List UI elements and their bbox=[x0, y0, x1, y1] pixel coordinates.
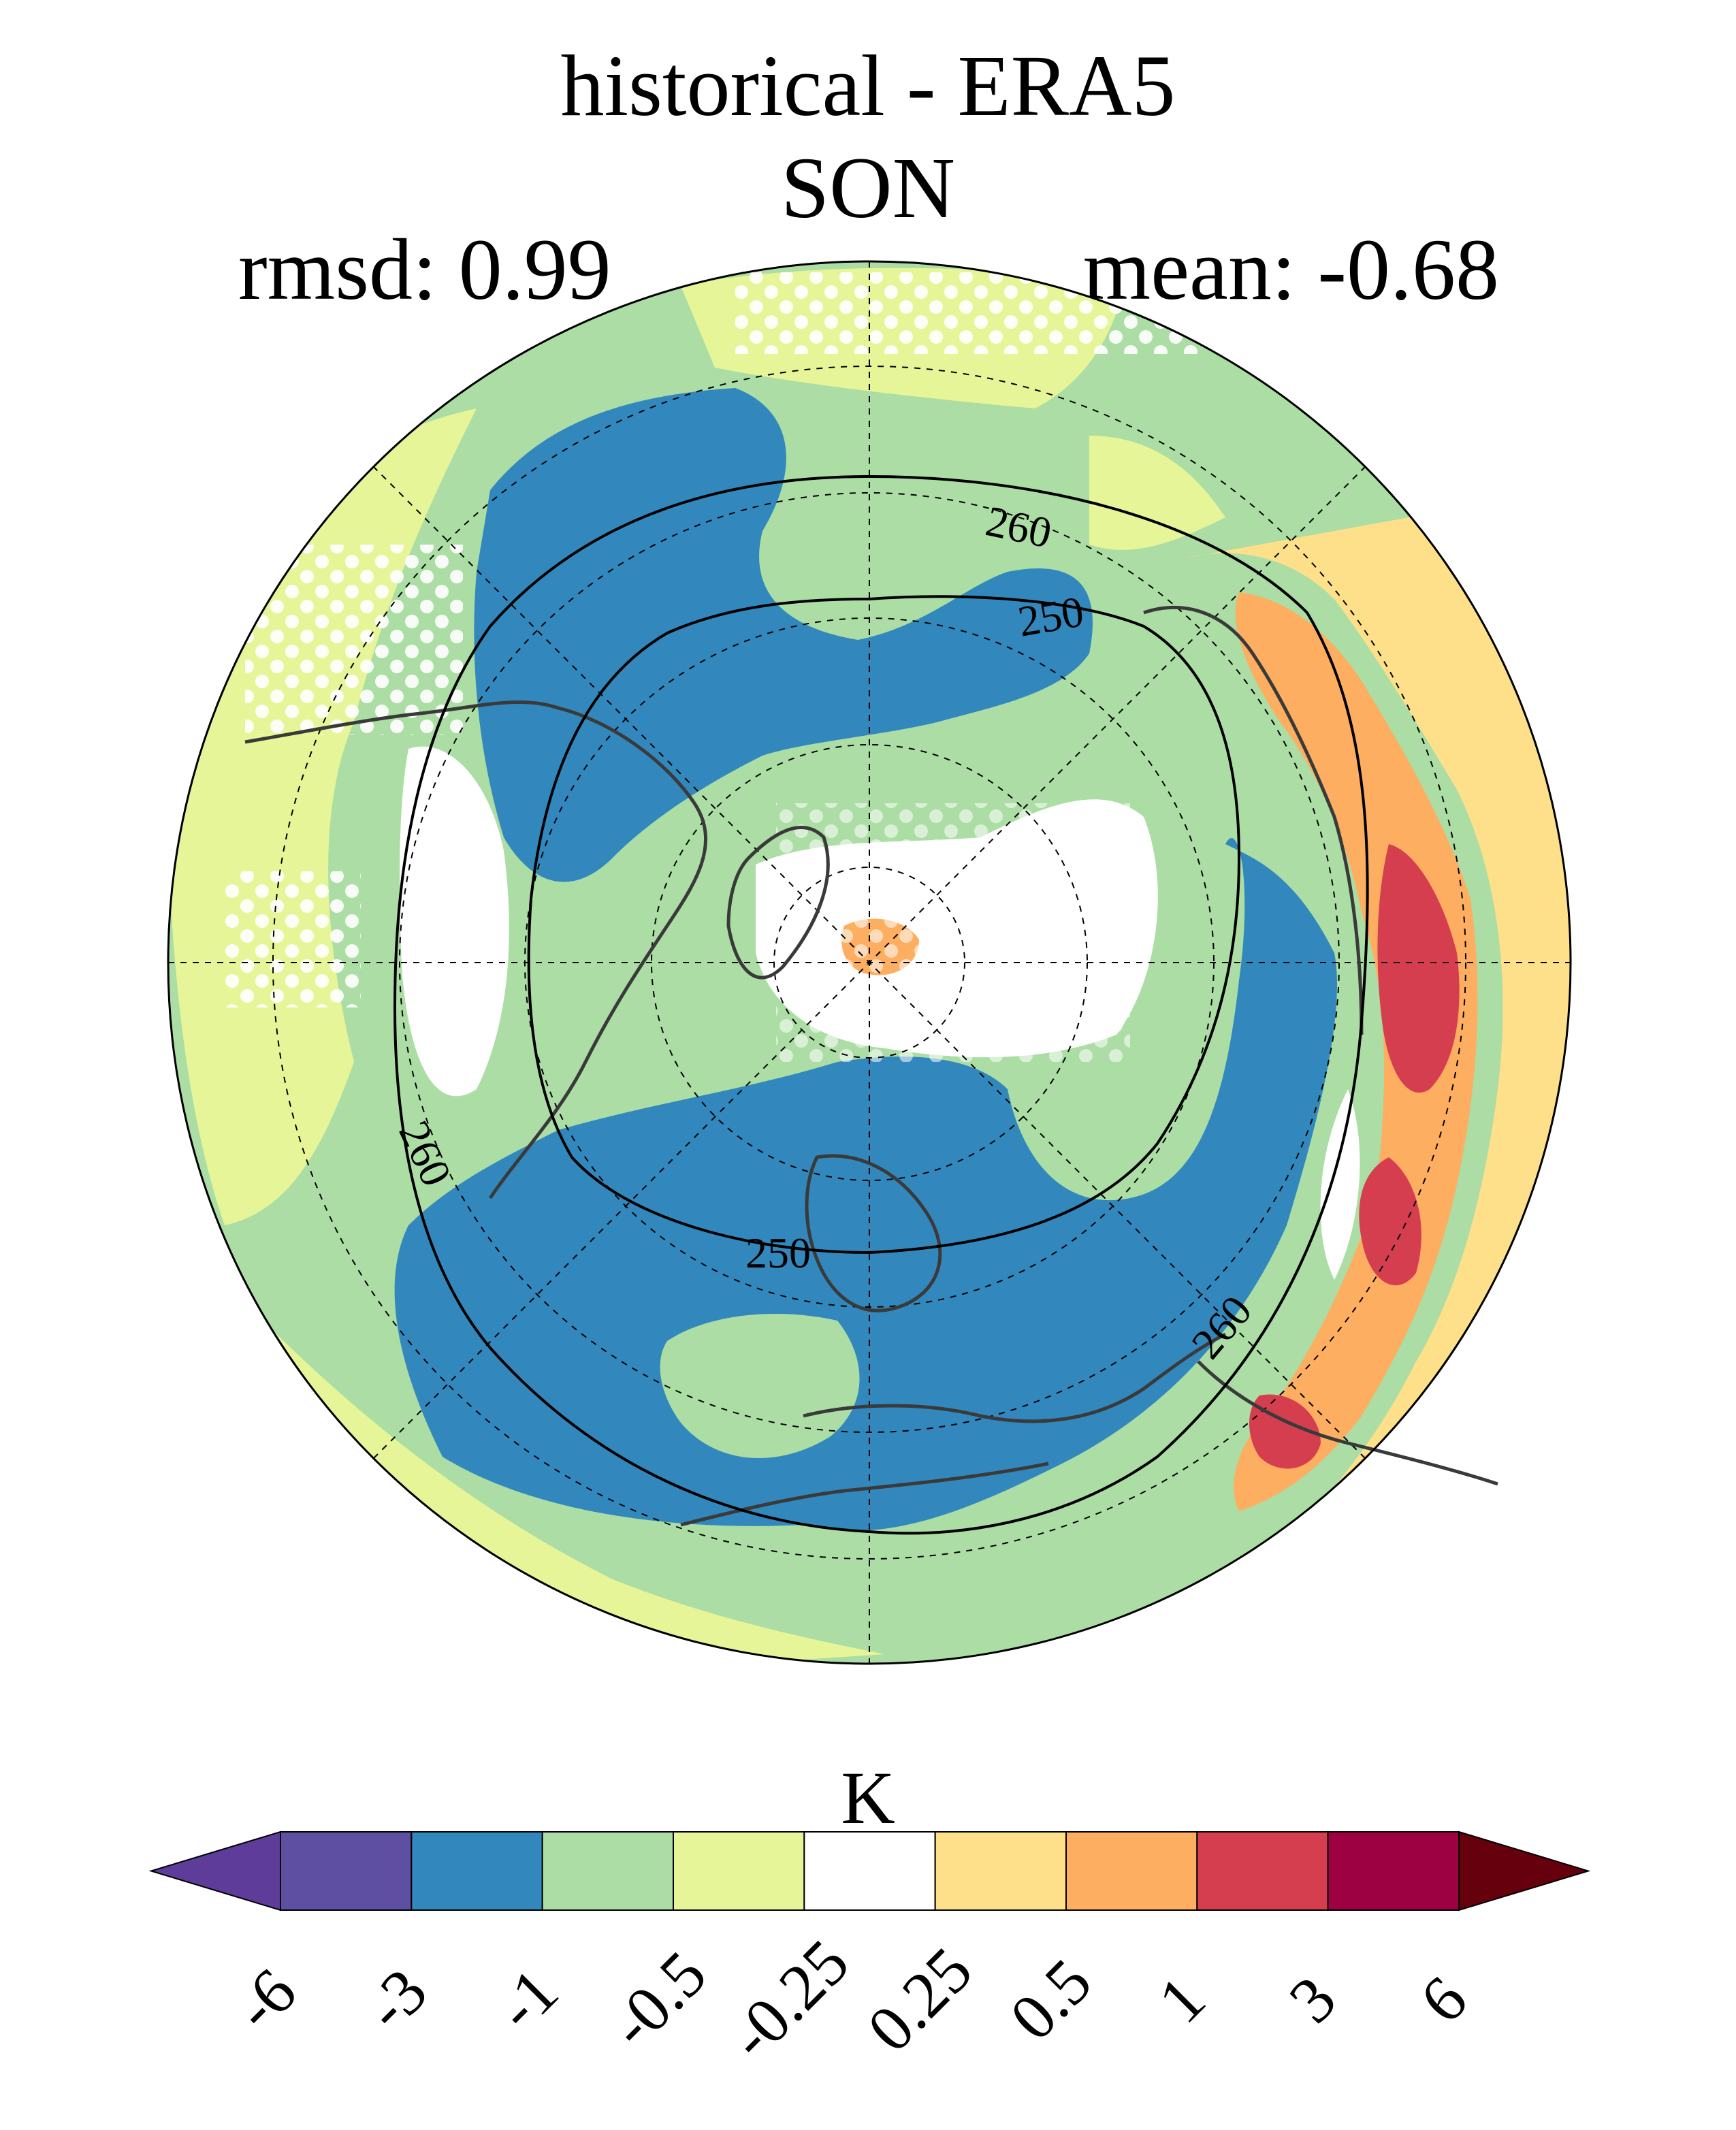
colorbar-extend-high bbox=[1458, 1830, 1591, 1911]
coastlines bbox=[244, 606, 1498, 1527]
colorbar-block-9 bbox=[1327, 1831, 1460, 1911]
colorbar-tick-label: 1 bbox=[1144, 1962, 1219, 2037]
field-region-pale-yellow-east bbox=[1089, 436, 1225, 550]
colorbar-unit-label: K bbox=[841, 1756, 895, 1839]
significance-stipple-west bbox=[225, 871, 361, 1007]
colorbar-block-2 bbox=[411, 1831, 543, 1911]
meridian-diagonal-2 bbox=[372, 466, 1366, 1459]
coastline-north-america bbox=[244, 700, 707, 1199]
field-region-red-east-lower bbox=[1359, 1157, 1421, 1286]
colorbar-tick-label: 0.5 bbox=[996, 1945, 1106, 2054]
colorbar-block-3 bbox=[541, 1831, 675, 1911]
colorbar-tick-label: 0.25 bbox=[853, 1933, 985, 2065]
coastline-greenland bbox=[726, 826, 830, 980]
climatology-contours bbox=[393, 474, 1369, 1535]
colorbar-tick-label: -6 bbox=[220, 1954, 310, 2044]
colorbar-block-8 bbox=[1196, 1831, 1329, 1911]
colorbar-tick-label: 6 bbox=[1406, 1962, 1481, 2037]
field-region-deep-blue-north-atlantic bbox=[394, 838, 1337, 1531]
field-region-light-green-iberia bbox=[660, 1314, 860, 1459]
colorbar-extend-low bbox=[148, 1830, 281, 1911]
polar-map: 260 250 250 260 260 bbox=[167, 260, 1572, 1665]
colorbar-tick-label: -0.25 bbox=[715, 1925, 863, 2073]
colorbar-block-7 bbox=[1065, 1831, 1198, 1911]
field-region-white-west bbox=[400, 746, 509, 1097]
contour-250-path bbox=[527, 595, 1241, 1255]
colorbar-blocks bbox=[148, 1830, 1591, 1911]
significance-stipple-center bbox=[776, 803, 1130, 1062]
latitude-circle-1 bbox=[272, 366, 1466, 1560]
colorbar-block-4 bbox=[673, 1831, 805, 1911]
coastline-africa-north bbox=[680, 1462, 1049, 1527]
contour-label-2: 250 bbox=[1014, 587, 1087, 646]
coastline-asia-east bbox=[1143, 606, 1364, 1035]
field-region-deep-blue-pacific bbox=[474, 388, 1093, 882]
season-label: SON bbox=[780, 140, 956, 236]
colorbar-block-5 bbox=[803, 1831, 936, 1911]
map-boundary bbox=[167, 260, 1572, 1665]
colorbar-block-6 bbox=[934, 1831, 1067, 1911]
coastline-mediterranean bbox=[803, 1332, 1227, 1423]
colorbar-tick-labels: -6 -3 -1 -0.5-0.250.25 0.5 1 3 6 bbox=[220, 1925, 1481, 2073]
field-region-white-east-strip bbox=[1320, 1089, 1360, 1280]
graticule bbox=[168, 261, 1571, 1664]
contour-label-3: 250 bbox=[745, 1229, 811, 1277]
latitude-circle-2 bbox=[399, 492, 1340, 1433]
field-region-red-east-upper bbox=[1377, 844, 1460, 1093]
contour-260-path bbox=[393, 474, 1369, 1535]
field-region-orange-east bbox=[1234, 592, 1478, 1511]
colorbar-tick-label: -0.5 bbox=[595, 1937, 720, 2061]
colorbar-block-1 bbox=[280, 1831, 413, 1911]
mean-label: mean: -0.68 bbox=[1082, 221, 1499, 318]
rmsd-label: rmsd: 0.99 bbox=[238, 221, 611, 318]
colorbar-tick-label: 3 bbox=[1275, 1962, 1350, 2037]
coastline-asia-south bbox=[1197, 1360, 1498, 1486]
colorbar-tick-label: -1 bbox=[482, 1954, 572, 2044]
coastline-europe bbox=[805, 1154, 942, 1312]
colorbar-tick-label: -3 bbox=[351, 1954, 440, 2044]
map-title: historical - ERA5 bbox=[560, 37, 1176, 134]
